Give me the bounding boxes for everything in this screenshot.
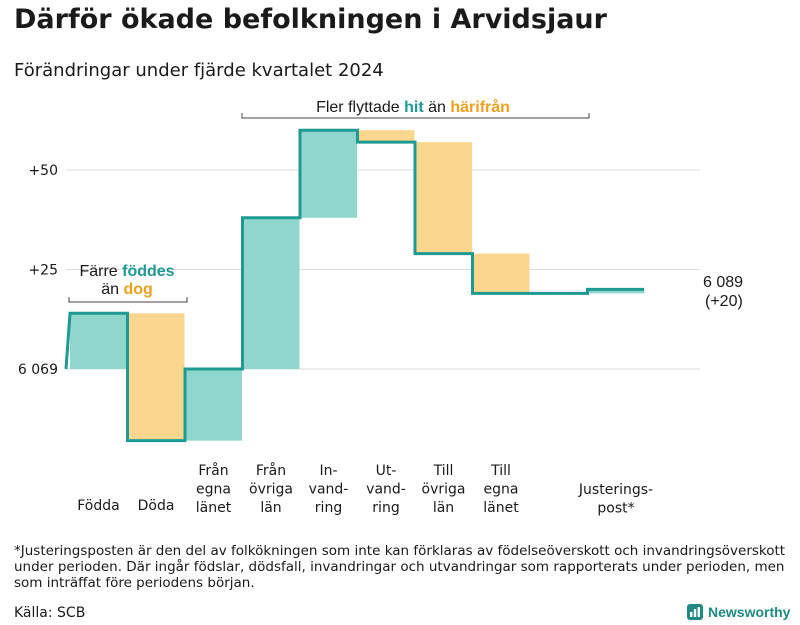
waterfall-bar — [300, 130, 357, 218]
category-label: egna — [196, 482, 231, 498]
category-label: Ut- — [376, 463, 397, 479]
brand-name: Newsworthy — [708, 604, 791, 620]
bar-chart-icon — [687, 604, 703, 620]
category-label: Till — [490, 463, 511, 479]
end-value-labels: 6 089 (+20) — [703, 274, 743, 310]
running-total-line — [64, 128, 644, 443]
category-label: Från — [256, 462, 286, 479]
category-label: län — [260, 500, 281, 516]
category-label: egna — [484, 482, 519, 498]
category-label: övriga — [249, 482, 293, 498]
waterfall-chart: 6 069 +25 +50 Födda Döda Från egna länet Från öv… — [18, 98, 743, 517]
category-label: län — [433, 500, 454, 516]
waterfall-bar — [415, 142, 472, 254]
end-value-label: 6 089 — [703, 274, 743, 291]
y-axis-ticks: 6 069 +25 +50 — [18, 163, 58, 378]
births-bracket — [68, 297, 188, 303]
births-annotation-line2: än dog — [101, 281, 153, 298]
brand-logo: Newsworthy — [687, 604, 790, 620]
births-annotation-line1: Färre föddes — [79, 263, 174, 280]
y-tick-label: +50 — [28, 163, 58, 179]
chart-title: Därför ökade befolkningen i Arvidsjaur — [14, 4, 607, 35]
category-label: post* — [597, 501, 634, 517]
waterfall-bar — [357, 130, 415, 143]
category-label: Födda — [77, 498, 119, 514]
y-tick-label: 6 069 — [18, 362, 58, 378]
waterfall-bar — [127, 313, 185, 441]
waterfall-bar — [185, 369, 242, 441]
waterfall-bar — [472, 253, 530, 294]
category-label: In- — [319, 463, 337, 479]
migration-bracket — [241, 113, 590, 119]
footnote: *Justeringsposten är den del av folkökni… — [14, 543, 786, 591]
source-label: Källa: SCB — [14, 605, 86, 621]
category-label: vand- — [366, 482, 406, 498]
running-total-line — [64, 128, 644, 443]
category-labels: Födda Döda Från egna länet Från övriga län In-va… — [77, 462, 653, 517]
category-label: ring — [372, 500, 399, 516]
end-change-label: (+20) — [705, 293, 743, 310]
category-label: Justerings- — [578, 482, 653, 498]
bars — [70, 130, 645, 441]
category-label: övriga — [422, 482, 466, 498]
chart-subtitle: Förändringar under fjärde kvartalet 2024 — [14, 60, 384, 81]
category-label: länet — [196, 500, 232, 516]
category-label: Döda — [138, 498, 175, 514]
waterfall-bar — [587, 289, 645, 294]
waterfall-bar — [242, 217, 300, 369]
category-label: länet — [483, 500, 519, 516]
category-label: Till — [433, 463, 454, 479]
migration-annotation: Fler flyttade hit än härifrån — [316, 98, 510, 116]
category-label: Från — [198, 462, 228, 479]
category-label: ring — [315, 500, 342, 516]
y-tick-label: +25 — [28, 263, 58, 279]
category-label: vand- — [309, 482, 349, 498]
waterfall-bar — [70, 313, 127, 369]
